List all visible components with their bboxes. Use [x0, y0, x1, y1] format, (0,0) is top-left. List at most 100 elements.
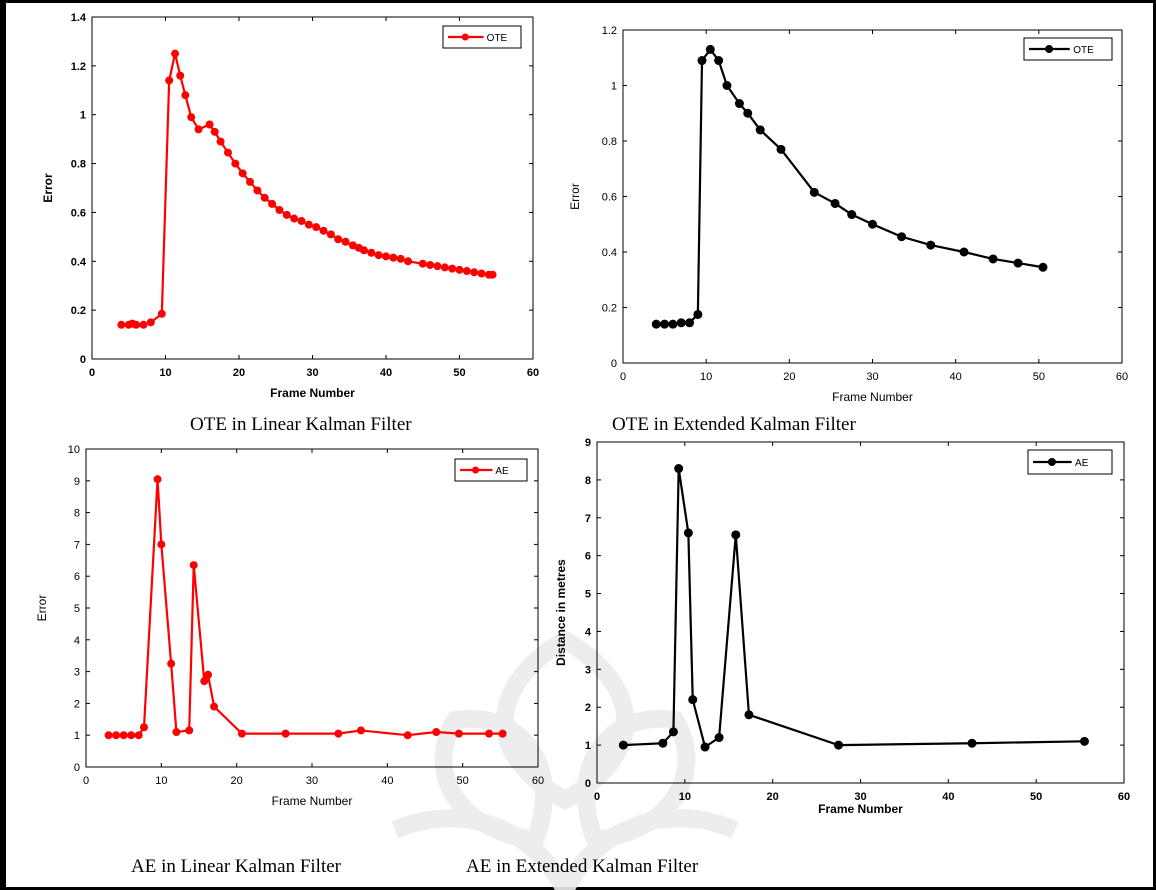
- chart-ote-linear: 0 10 20 30 40 50 60 0 0.2 0.4 0.6 0.8 1 1.2 1.4 Frame N…: [41, 12, 539, 400]
- series-line-ote: [121, 52, 493, 326]
- y-tick-label: 3: [585, 664, 591, 676]
- data-point: [268, 199, 277, 208]
- caption-ae-extended: AE in Extended Kalman Filter: [466, 856, 699, 877]
- data-point: [112, 731, 121, 740]
- data-point: [830, 198, 840, 208]
- x-tick-label: 60: [1116, 371, 1128, 383]
- plot-area-frame: [85, 448, 539, 768]
- legend-marker: [472, 466, 480, 474]
- data-point: [776, 144, 786, 154]
- y-tick-label: 4: [74, 635, 80, 647]
- y-tick-label: 0: [585, 778, 591, 790]
- data-point: [216, 137, 225, 146]
- data-point: [275, 205, 284, 214]
- legend-label: OTE: [487, 33, 508, 44]
- data-point: [674, 464, 684, 474]
- y-tick-label: 1: [74, 730, 80, 742]
- data-point: [440, 263, 449, 272]
- data-point: [359, 246, 368, 255]
- x-tick-label: 10: [700, 371, 712, 383]
- legend-marker: [1047, 458, 1056, 466]
- data-point: [722, 81, 732, 90]
- data-point: [146, 318, 155, 327]
- data-point: [312, 223, 321, 232]
- x-tick-label: 50: [453, 367, 465, 379]
- data-point: [181, 91, 190, 100]
- chart-ae-linear: 0 10 20 30 40 50 60 0 1 2 3 4 5 6 7 8 9 10 Frame Number Err…: [35, 444, 544, 808]
- y-tick-label: 0.4: [71, 256, 87, 268]
- data-point: [847, 210, 857, 220]
- data-point: [157, 309, 166, 318]
- data-point: [477, 269, 486, 278]
- data-point: [334, 235, 343, 244]
- y-tick-label: 1: [585, 740, 591, 752]
- data-point: [117, 320, 126, 329]
- x-tick-label: 60: [527, 367, 539, 379]
- data-point: [660, 319, 670, 329]
- data-point: [418, 259, 427, 268]
- data-point: [714, 733, 724, 743]
- x-tick-label: 20: [231, 775, 243, 787]
- x-tick-label: 10: [679, 791, 691, 803]
- y-tick-label: 0.8: [602, 136, 617, 148]
- legend-label: OTE: [1073, 45, 1094, 56]
- data-point: [134, 731, 143, 740]
- y-tick-label: 7: [585, 513, 591, 525]
- x-tick-label: 40: [381, 775, 393, 787]
- data-point: [714, 56, 724, 66]
- y-axis-label: Error: [568, 183, 582, 210]
- data-point: [1038, 262, 1048, 272]
- data-point: [959, 247, 969, 257]
- y-tick-label: 8: [74, 508, 80, 520]
- data-point: [210, 127, 219, 136]
- x-tick-label: 10: [159, 367, 171, 379]
- data-point: [253, 186, 262, 195]
- data-point: [448, 264, 457, 273]
- x-axis-label: Frame Number: [832, 390, 913, 404]
- data-point: [176, 71, 185, 80]
- data-point: [382, 252, 390, 261]
- x-tick-label: 50: [1030, 791, 1042, 803]
- data-point: [683, 528, 693, 538]
- data-point: [967, 738, 977, 748]
- data-point: [139, 320, 148, 329]
- data-point: [809, 187, 819, 197]
- caption-ae-linear: AE in Linear Kalman Filter: [131, 856, 341, 877]
- data-point: [367, 248, 376, 257]
- data-point: [868, 219, 877, 229]
- x-tick-label: 30: [306, 367, 318, 379]
- data-point: [167, 659, 176, 668]
- y-tick-label: 1.2: [71, 61, 86, 73]
- data-point: [744, 710, 754, 720]
- data-point: [132, 320, 141, 329]
- y-tick-label: 1: [611, 81, 617, 93]
- data-point: [260, 193, 269, 202]
- data-point: [897, 232, 907, 242]
- y-tick-label: 0.8: [71, 159, 86, 171]
- data-point: [356, 726, 365, 735]
- x-tick-label: 50: [457, 775, 469, 787]
- y-tick-label: 10: [68, 444, 80, 456]
- x-tick-label: 30: [866, 371, 878, 383]
- data-point: [1013, 258, 1023, 268]
- data-point: [755, 125, 765, 135]
- y-axis-label: Distance in metres: [554, 559, 568, 666]
- y-tick-label: 7: [74, 539, 80, 551]
- x-tick-label: 20: [783, 371, 795, 383]
- data-point: [433, 262, 442, 271]
- data-point: [210, 702, 219, 711]
- data-point: [290, 214, 299, 223]
- data-point: [658, 738, 668, 748]
- data-point: [1079, 736, 1089, 746]
- legend-label: AE: [495, 466, 509, 477]
- data-point: [705, 44, 715, 54]
- data-point: [731, 530, 741, 540]
- plot-area-frame: [91, 16, 534, 360]
- y-axis-label: Error: [35, 595, 49, 622]
- data-point: [426, 260, 435, 269]
- legend-marker: [1045, 45, 1054, 53]
- y-tick-label: 9: [74, 476, 80, 488]
- y-tick-label: 6: [585, 551, 591, 563]
- data-point: [743, 108, 753, 118]
- y-tick-label: 9: [585, 437, 591, 449]
